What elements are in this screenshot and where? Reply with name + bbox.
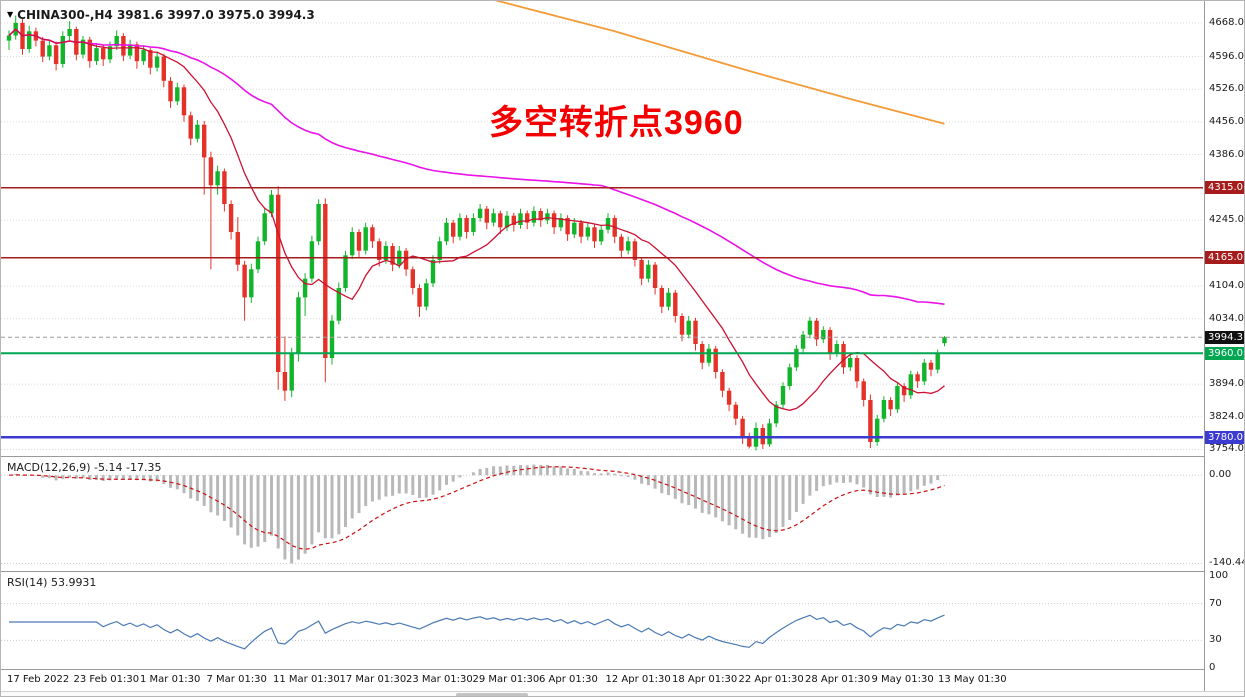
price-tick-label: 4596.0 (1209, 51, 1244, 62)
pane-separator (1, 691, 1244, 692)
price-tick-label: 4245.0 (1209, 214, 1244, 225)
price-badge: 3960.0 (1205, 347, 1244, 360)
pane-separator (1, 669, 1244, 670)
price-badge: 4165.0 (1205, 251, 1244, 264)
time-tick-label: 6 Apr 01:30 (539, 674, 598, 685)
time-tick-label: 23 Feb 01:30 (73, 674, 140, 685)
orange-ma-line (494, 1, 945, 125)
pane-separator[interactable] (1, 571, 1244, 572)
ma-fast-line (8, 28, 945, 411)
rsi-tick-label: 70 (1209, 598, 1222, 609)
price-badge: 3780.0 (1205, 431, 1244, 444)
symbol-ohlc-text: CHINA300-,H4 3981.6 3997.0 3975.0 3994.3 (17, 8, 315, 22)
ma-slow-line (8, 28, 945, 305)
price-badge: 3994.3 (1205, 331, 1244, 344)
chart-annotation: 多空转折点3960 (489, 104, 744, 142)
time-tick-label: 1 Mar 01:30 (140, 674, 201, 685)
macd-signal-line (8, 466, 945, 550)
price-tick-label: 3894.0 (1209, 378, 1244, 389)
rsi-pane[interactable] (1, 572, 1204, 669)
price-axis[interactable]: 4668.0 4596.0 4526.0 4456.0 4386.0 4245.0 4104… (1204, 1, 1245, 691)
price-badge: 4315.0 (1205, 181, 1244, 194)
time-tick-label: 9 May 01:30 (871, 674, 934, 685)
candles-group (6, 15, 947, 451)
time-tick-label: 18 Apr 01:30 (672, 674, 738, 685)
price-tick-label: 4668.0 (1209, 17, 1244, 28)
time-tick-label: 13 May 01:30 (938, 674, 1007, 685)
price-tick-label: 4526.0 (1209, 83, 1244, 94)
time-tick-label: 23 Mar 01:30 (406, 674, 473, 685)
time-tick-label: 22 Apr 01:30 (738, 674, 804, 685)
rsi-line (9, 614, 945, 650)
price-tick-label: 4034.0 (1209, 313, 1244, 324)
macd-indicator-label: MACD(12,26,9) -5.14 -17.35 (7, 461, 162, 474)
price-tick-label: 3824.0 (1209, 411, 1244, 422)
price-tick-label: 4386.0 (1209, 149, 1244, 160)
rsi-tick-label: 30 (1209, 634, 1222, 645)
time-tick-label: 28 Apr 01:30 (805, 674, 871, 685)
macd-pane[interactable] (1, 457, 1204, 571)
rsi-tick-label: 100 (1209, 570, 1229, 581)
time-tick-label: 12 Apr 01:30 (605, 674, 671, 685)
price-tick-label: 4104.0 (1209, 280, 1244, 291)
time-tick-label: 29 Mar 01:30 (472, 674, 540, 685)
macd-zero-label: 0.00 (1209, 469, 1232, 480)
pane-separator[interactable] (1, 456, 1244, 457)
time-tick-label: 11 Mar 01:30 (273, 674, 340, 685)
time-tick-label: 17 Feb 2022 (7, 674, 70, 685)
price-tick-label: 3754.0 (1209, 443, 1244, 454)
horizontal-scrollbar[interactable] (1, 692, 1244, 696)
rsi-indicator-label: RSI(14) 53.9931 (7, 576, 97, 589)
time-tick-label: 17 Mar 01:30 (339, 674, 407, 685)
time-tick-label: 7 Mar 01:30 (206, 674, 267, 685)
price-pane[interactable] (1, 1, 1204, 456)
time-axis[interactable]: 17 Feb 2022 23 Feb 01:30 1 Mar 01:30 7 Mar … (1, 670, 1204, 691)
scrollbar-thumb[interactable] (456, 693, 528, 696)
chart-marker-icon: ▼ (7, 10, 14, 19)
symbol-ohlc-label: ▼ CHINA300-,H4 3981.6 3997.0 3975.0 3994… (7, 8, 315, 22)
rsi-tick-label: 0 (1209, 662, 1216, 673)
price-tick-label: 4456.0 (1209, 116, 1244, 127)
macd-histogram (14, 464, 946, 564)
macd-min-label: -140.44 (1209, 557, 1245, 568)
